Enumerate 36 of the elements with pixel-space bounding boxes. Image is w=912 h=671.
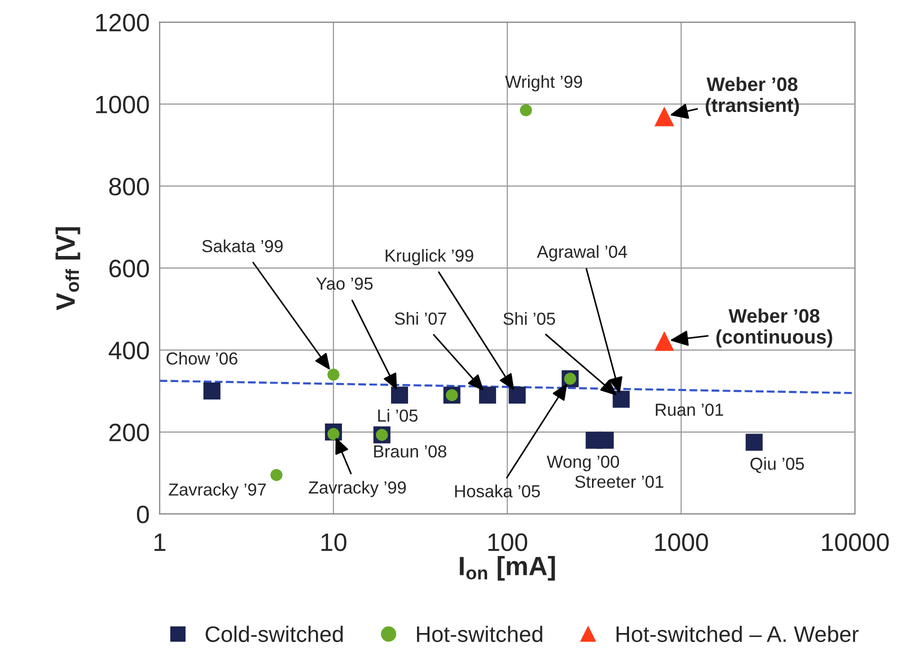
annotation: Li ’05 (378, 409, 418, 422)
legend-label: Cold-switched (206, 626, 343, 642)
annotation: Streeter ’01 (575, 476, 664, 488)
annotation: Shi ’05 (503, 312, 556, 325)
annotation: Sakata ’99 (202, 240, 283, 252)
y-tick-label: 800 (109, 178, 149, 196)
annotation: Hosaka ’05 (455, 484, 540, 498)
x-tick-label: 100 (488, 533, 528, 552)
x-tick-label: 1000 (655, 533, 708, 552)
annotation: Wong ’00 (546, 456, 620, 472)
x-tick-label: 10000 (822, 533, 889, 552)
y-axis-title: V$_{off}$ [V] (56, 227, 80, 310)
annotation: Agrawal ’04 (536, 245, 628, 262)
y-tick-label: 1000 (96, 96, 149, 114)
legend-label: Hot-switched (417, 626, 542, 642)
x-tick-label: 10 (321, 533, 346, 552)
annotation: Braun ’08 (374, 445, 446, 458)
legend-label: Hot-switched – A. Weber (616, 626, 859, 642)
annotation: Chow ’06 (166, 352, 238, 365)
annotation: Zavracky ’99 (308, 480, 406, 498)
annotation: Kruglick ’99 (386, 249, 474, 266)
annotation: Weber ’08 (continuous) (716, 308, 832, 348)
annotation: Ruan ’01 (656, 404, 724, 416)
y-tick-label: 0 (136, 506, 149, 524)
y-tick-label: 1200 (96, 14, 149, 32)
annotation: Wright ’99 (505, 75, 582, 92)
annotation: Weber ’08 (transient) (706, 76, 799, 116)
y-tick-label: 400 (108, 342, 149, 360)
y-tick-label: 200 (109, 424, 149, 442)
annotation: Shi ’07 (394, 312, 446, 325)
annotation: Qiu ’05 (750, 457, 804, 474)
annotation: Zavracky ’97 (168, 482, 266, 500)
x-tick-label: 1 (154, 534, 166, 551)
y-tick-label: 600 (109, 260, 149, 278)
x-axis-title: I$_{on}$ [mA] (460, 556, 555, 581)
annotation: Yao ’95 (316, 277, 373, 290)
